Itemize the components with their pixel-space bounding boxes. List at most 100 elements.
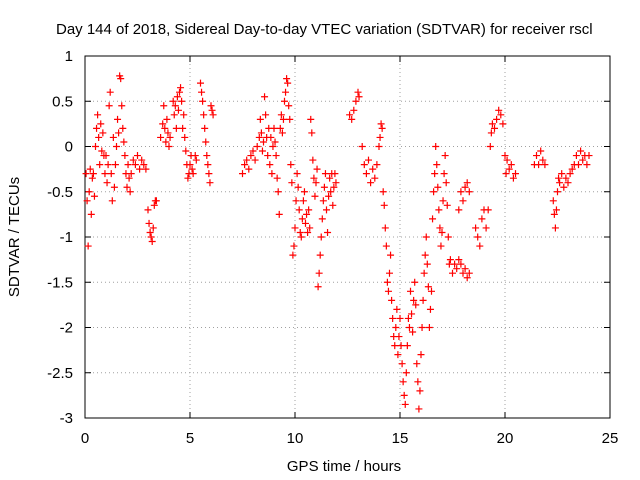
data-point-marker (512, 170, 519, 178)
data-point-marker (552, 206, 560, 214)
x-axis-title: GPS time / hours (287, 458, 401, 475)
data-point-marker (348, 115, 356, 123)
data-point-marker (446, 256, 454, 264)
data-point-marker (312, 179, 320, 187)
data-point-marker (89, 170, 97, 178)
data-point-marker (124, 161, 132, 169)
data-point-marker (323, 206, 330, 214)
data-point-marker (96, 161, 104, 169)
data-point-marker (114, 115, 122, 123)
data-point-marker (131, 161, 139, 169)
data-point-marker (316, 251, 324, 259)
data-point-marker (121, 152, 129, 160)
data-point-marker (436, 224, 444, 232)
data-point-marker (423, 260, 431, 268)
data-point-marker (84, 242, 92, 250)
data-point-marker (310, 174, 318, 182)
data-point-marker (179, 124, 187, 132)
data-point-marker (178, 97, 186, 105)
data-point-marker (106, 88, 114, 96)
data-point-marker (119, 124, 127, 132)
data-point-marker (429, 215, 437, 223)
data-point-marker (115, 129, 123, 137)
data-point-marker (381, 224, 389, 232)
data-point-marker (201, 124, 209, 132)
data-point-marker (375, 143, 383, 150)
data-point-marker (401, 400, 409, 408)
data-point-marker (191, 152, 199, 160)
data-point-marker (261, 93, 269, 101)
data-point-marker (267, 133, 275, 141)
data-point-marker (501, 152, 509, 160)
data-point-marker (434, 183, 442, 191)
data-point-marker (488, 120, 496, 128)
data-point-marker (206, 179, 214, 187)
data-point-marker (164, 129, 172, 137)
data-point-marker (407, 287, 414, 295)
data-point-marker (275, 210, 283, 218)
data-point-marker (354, 88, 362, 96)
data-point-marker (286, 115, 294, 123)
data-point-marker (99, 129, 107, 137)
data-point-marker (451, 260, 459, 268)
data-point-marker (97, 120, 105, 128)
data-point-marker (564, 179, 572, 187)
data-point-marker (247, 152, 255, 160)
data-point-marker (170, 111, 178, 119)
data-point-marker (165, 143, 173, 150)
data-point-marker (350, 106, 358, 114)
data-point-marker (107, 170, 115, 178)
data-point-marker (367, 179, 375, 187)
x-tick-label: 25 (602, 430, 619, 447)
data-point-marker (169, 97, 177, 105)
data-point-marker (478, 215, 486, 223)
data-point-marker (430, 188, 438, 196)
data-point-marker (98, 147, 106, 155)
data-point-marker (162, 138, 170, 146)
data-point-marker (245, 165, 253, 173)
data-point-marker (86, 165, 94, 173)
data-point-marker (459, 197, 467, 205)
data-point-marker (459, 269, 467, 277)
data-point-marker (163, 115, 171, 123)
data-point-marker (269, 143, 277, 150)
y-tick-label: -1 (60, 229, 73, 246)
data-point-marker (297, 233, 305, 241)
data-point-marker (249, 147, 257, 155)
data-point-marker (287, 161, 295, 169)
data-point-marker (409, 328, 417, 336)
data-point-marker (173, 93, 181, 101)
data-point-marker (405, 324, 413, 331)
data-point-marker (305, 206, 313, 214)
data-point-marker (291, 224, 299, 232)
data-point-marker (443, 201, 451, 209)
data-point-marker (537, 147, 545, 155)
data-point-marker (117, 75, 125, 83)
data-point-marker (136, 165, 144, 173)
data-point-marker (425, 324, 433, 331)
data-point-marker (308, 129, 316, 137)
data-point-marker (295, 206, 303, 214)
data-point-marker (321, 170, 329, 178)
data-point-marker (103, 179, 111, 187)
data-point-marker (270, 124, 278, 132)
data-point-marker (95, 133, 103, 141)
data-point-marker (144, 206, 152, 214)
data-point-marker (142, 165, 150, 173)
data-point-marker (290, 242, 298, 250)
data-point-marker (306, 224, 314, 232)
y-tick-label: -3 (60, 410, 73, 427)
data-point-marker (408, 310, 416, 318)
data-point-marker (177, 84, 185, 92)
data-point-marker (402, 369, 410, 377)
data-point-marker (449, 269, 456, 277)
data-point-marker (392, 324, 400, 331)
data-point-marker (562, 174, 570, 182)
data-point-marker (332, 179, 340, 187)
data-point-marker (417, 351, 425, 359)
data-point-marker (209, 111, 217, 119)
data-point-marker (105, 102, 113, 110)
data-point-marker (161, 124, 169, 132)
data-point-marker (380, 201, 388, 209)
